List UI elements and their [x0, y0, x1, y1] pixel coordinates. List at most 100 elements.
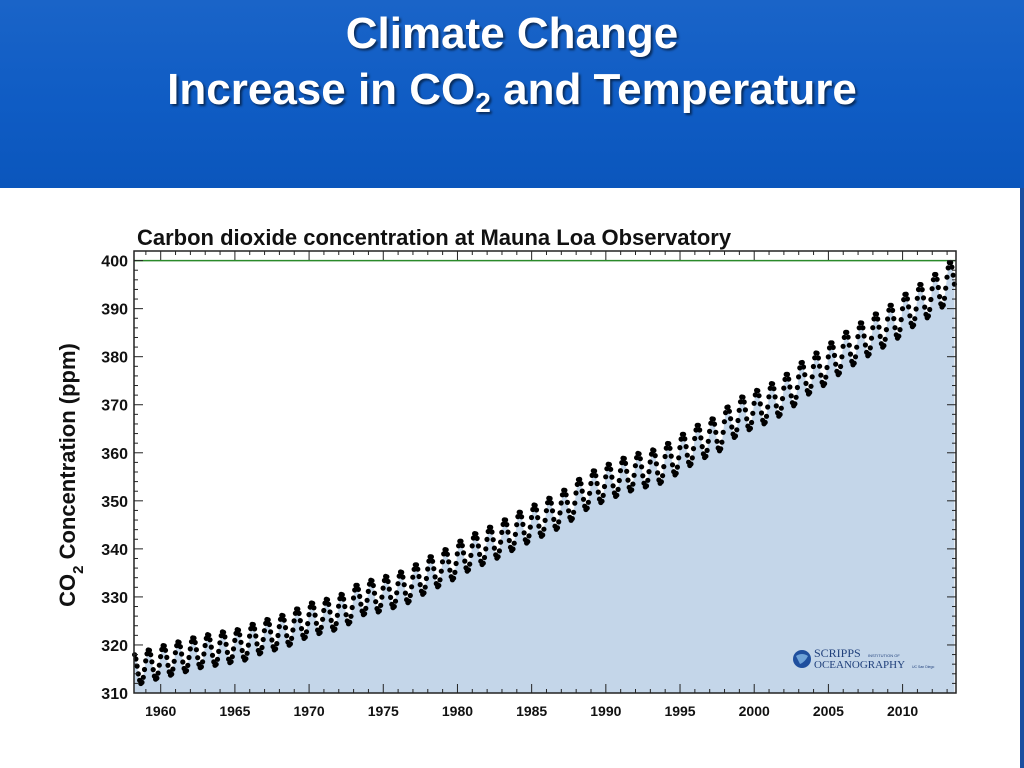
- data-point: [164, 654, 170, 661]
- data-point: [465, 567, 472, 573]
- data-point: [343, 612, 349, 618]
- data-point: [172, 650, 178, 656]
- data-point: [500, 521, 506, 528]
- data-point: [800, 364, 807, 370]
- data-point: [284, 633, 290, 639]
- data-point: [326, 601, 332, 608]
- data-point: [778, 405, 784, 411]
- data-point: [897, 327, 903, 333]
- data-point: [458, 538, 464, 544]
- data-point: [339, 592, 345, 598]
- data-point: [877, 333, 883, 339]
- data-point: [491, 545, 497, 551]
- data-point: [704, 447, 710, 453]
- data-point: [557, 510, 563, 516]
- data-point: [193, 647, 199, 653]
- data-point: [927, 306, 933, 313]
- data-point: [496, 548, 502, 554]
- data-point: [535, 515, 541, 521]
- data-point: [554, 525, 561, 531]
- data-point: [876, 324, 882, 330]
- data-point: [436, 582, 442, 589]
- data-point: [363, 605, 369, 612]
- chart-title: Carbon dioxide concentration at Mauna Lo…: [137, 225, 732, 250]
- data-point: [223, 641, 229, 647]
- data-point: [814, 350, 820, 356]
- data-point: [646, 469, 652, 475]
- y-tick-label: 310: [101, 686, 128, 703]
- data-point: [176, 639, 182, 645]
- data-point: [944, 274, 950, 280]
- data-point: [750, 410, 756, 416]
- data-point: [625, 477, 631, 483]
- data-point: [250, 622, 256, 628]
- data-point: [841, 334, 847, 340]
- data-point: [444, 551, 450, 557]
- data-point: [229, 654, 235, 660]
- data-point: [667, 445, 673, 451]
- data-point: [859, 320, 865, 326]
- data-point: [755, 388, 761, 394]
- data-point: [792, 401, 798, 407]
- data-point: [710, 416, 716, 422]
- data-point: [809, 374, 815, 380]
- data-point: [829, 340, 835, 346]
- data-point: [606, 461, 613, 468]
- data-point: [421, 590, 427, 596]
- data-point: [711, 421, 718, 427]
- data-point: [812, 355, 818, 361]
- data-point: [395, 581, 401, 587]
- data-point: [533, 507, 540, 513]
- data-point: [354, 582, 360, 588]
- data-point: [725, 404, 731, 410]
- data-point: [422, 584, 428, 590]
- data-point: [521, 530, 527, 536]
- data-point: [541, 526, 547, 532]
- data-point: [376, 608, 382, 614]
- data-point: [682, 436, 688, 442]
- data-point: [504, 522, 510, 528]
- data-point: [920, 295, 927, 301]
- data-point: [844, 329, 850, 335]
- data-point: [617, 468, 624, 474]
- data-point: [793, 394, 799, 400]
- data-point: [155, 670, 161, 676]
- data-point: [796, 374, 802, 380]
- data-point: [324, 597, 331, 603]
- data-point: [510, 546, 516, 552]
- data-point: [558, 500, 564, 506]
- y-tick-label: 370: [101, 398, 128, 415]
- data-point: [437, 577, 443, 583]
- data-point: [425, 566, 431, 572]
- data-point: [683, 444, 689, 450]
- x-tick-label: 1980: [442, 703, 473, 719]
- data-point: [224, 649, 230, 656]
- data-point: [629, 487, 635, 493]
- data-point: [526, 533, 532, 539]
- logo-text-institution: INSTITUTION OF: [868, 653, 900, 658]
- data-point: [940, 302, 946, 308]
- data-point: [907, 313, 913, 319]
- data-point: [652, 453, 658, 459]
- data-point: [949, 264, 955, 270]
- data-point: [394, 590, 400, 596]
- data-point: [265, 617, 271, 623]
- data-point: [411, 566, 417, 572]
- data-point: [595, 489, 601, 495]
- data-point: [438, 568, 444, 574]
- data-point: [192, 639, 198, 646]
- data-point: [295, 606, 301, 612]
- y-axis-tick-labels: 310 320 330 340 350 360 370 380 390 400: [101, 254, 128, 703]
- title-line-1: Climate Change: [345, 9, 679, 58]
- data-point: [369, 578, 375, 584]
- data-point: [462, 558, 468, 564]
- data-point: [146, 647, 153, 653]
- data-point: [906, 304, 912, 310]
- data-point: [230, 646, 237, 652]
- data-point: [259, 644, 265, 651]
- data-point: [214, 656, 221, 662]
- data-point: [216, 648, 222, 655]
- data-point: [914, 295, 920, 301]
- data-point: [669, 462, 676, 468]
- data-point: [661, 464, 667, 470]
